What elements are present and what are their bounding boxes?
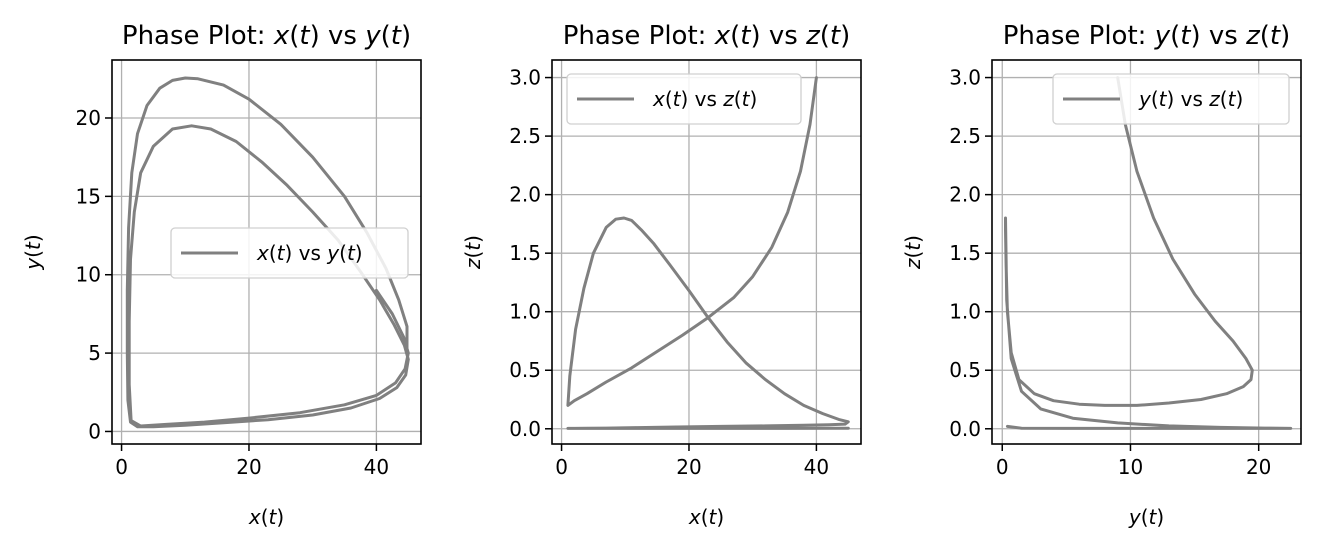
x-axis-label: x(t) (688, 505, 724, 529)
x-tick-label: 20 (676, 455, 701, 479)
y-tick-label: 3.0 (509, 66, 541, 90)
x-tick-label: 10 (1118, 455, 1143, 479)
y-tick-label: 0.5 (949, 358, 981, 382)
y-tick-label: 2.5 (509, 124, 541, 148)
legend: x(t) vs y(t) (171, 228, 408, 278)
y-tick-label: 15 (76, 184, 101, 208)
chart-title: Phase Plot: x(t) vs y(t) (122, 21, 411, 51)
y-axis-label: z(t) (461, 235, 485, 270)
y-tick-label: 1.0 (949, 300, 981, 324)
legend-label: x(t) vs z(t) (652, 87, 757, 111)
y-tick-label: 0.5 (509, 358, 541, 382)
y-tick-label: 3.0 (949, 66, 981, 90)
y-tick-label: 1.0 (509, 300, 541, 324)
y-tick-label: 2.0 (949, 183, 981, 207)
y-tick-label: 2.0 (509, 183, 541, 207)
phase-plot-x-vs-y: 0 20 40 0 5 10 15 20 Phase Plot: x(t) vs y(t) x(t… (21, 21, 421, 529)
phase-plot-y-vs-z: 0 10 20 0.0 0.5 1.0 1.5 2.0 2.5 3.0 Phase Plot: y(… (901, 21, 1301, 529)
chart-title: Phase Plot: x(t) vs z(t) (563, 21, 850, 51)
x-tick-label: 0 (555, 455, 568, 479)
y-tick-label: 0 (88, 419, 101, 443)
y-tick-label: 10 (76, 263, 101, 287)
y-axis-label: y(t) (21, 234, 45, 270)
y-tick-label: 20 (76, 106, 101, 130)
y-tick-label: 1.5 (509, 241, 541, 265)
x-tick-label: 0 (996, 455, 1009, 479)
legend: x(t) vs z(t) (567, 74, 801, 124)
x-tick-label: 20 (236, 455, 261, 479)
x-tick-label: 40 (804, 455, 829, 479)
x-tick-label: 20 (1246, 455, 1271, 479)
x-axis-label: y(t) (1128, 505, 1164, 529)
x-tick-label: 0 (115, 455, 128, 479)
y-tick-label: 5 (88, 341, 101, 365)
x-tick-label: 40 (364, 455, 389, 479)
legend-label: x(t) vs y(t) (256, 241, 363, 265)
x-axis-label: x(t) (248, 505, 284, 529)
y-tick-label: 0.0 (509, 417, 541, 441)
y-tick-label: 0.0 (949, 417, 981, 441)
legend-label: y(t) vs z(t) (1138, 87, 1243, 111)
phase-plot-x-vs-z: 0 20 40 0.0 0.5 1.0 1.5 2.0 2.5 3.0 Phase Plot: x(… (461, 21, 861, 529)
y-tick-label: 2.5 (949, 124, 981, 148)
legend: y(t) vs z(t) (1053, 74, 1289, 124)
y-axis-label: z(t) (901, 235, 925, 270)
y-tick-label: 1.5 (949, 241, 981, 265)
chart-title: Phase Plot: y(t) vs z(t) (1003, 21, 1290, 51)
